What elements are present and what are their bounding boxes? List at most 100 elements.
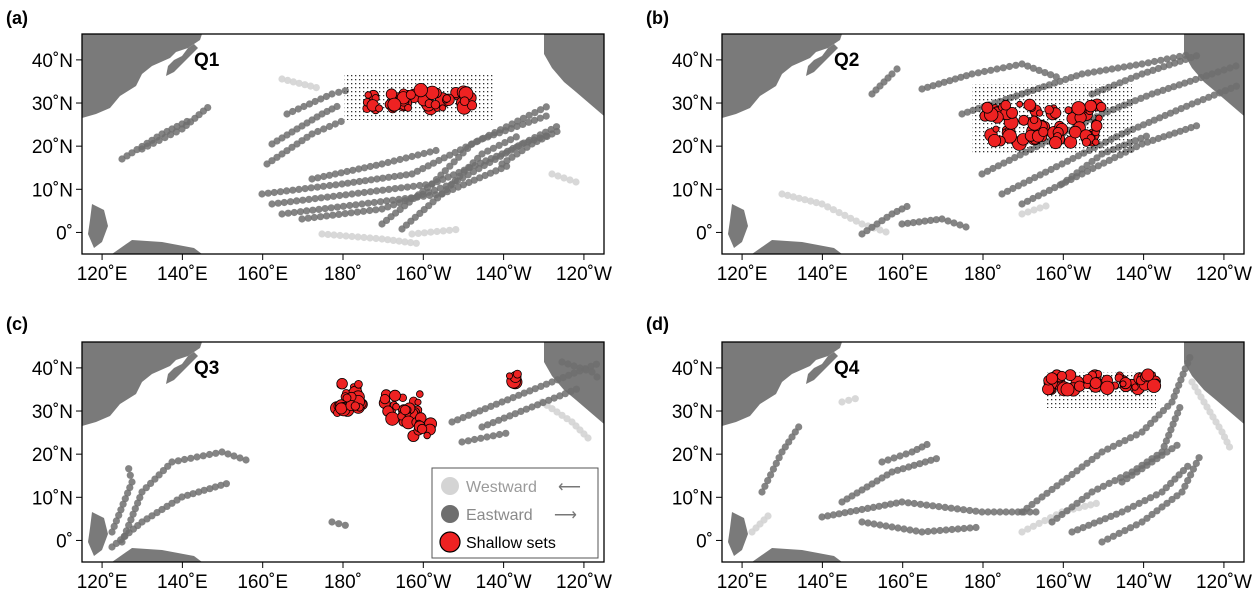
track-point: [378, 205, 386, 213]
x-tick-label: 180˚: [324, 264, 362, 285]
track-point: [1109, 532, 1117, 540]
track-point: [1069, 154, 1077, 163]
track-point: [1081, 502, 1089, 510]
track-point: [486, 158, 494, 167]
track-point: [1208, 70, 1216, 78]
east-arrow-icon: ⟶: [554, 507, 577, 524]
track-point: [1174, 409, 1182, 417]
track-point: [851, 395, 859, 403]
track-point: [1132, 143, 1141, 151]
shallow-sets-swatch: [439, 531, 461, 553]
track-point: [298, 215, 306, 223]
track-point: [144, 142, 152, 150]
track-point: [1144, 59, 1152, 67]
x-tick-label: 140˚E: [797, 572, 848, 593]
track-point: [1014, 182, 1022, 190]
track-point: [360, 233, 368, 242]
track-point: [1127, 434, 1135, 442]
shallow-set-point: [1044, 104, 1054, 115]
track-point: [307, 82, 315, 90]
track-point: [1089, 164, 1097, 173]
shallow-set-point: [1084, 99, 1097, 113]
track-point: [451, 177, 459, 185]
track-point: [1165, 431, 1173, 439]
track-point: [812, 199, 820, 207]
track-point: [528, 403, 536, 411]
track-point: [504, 396, 512, 404]
track-point: [910, 499, 918, 508]
shallow-set-point: [1119, 380, 1127, 388]
track-point: [311, 97, 319, 106]
track-point: [556, 392, 564, 400]
track-point: [537, 106, 545, 114]
track-point: [268, 200, 276, 208]
track-point: [283, 110, 291, 118]
track-point: [496, 152, 505, 160]
track-point: [1078, 495, 1086, 504]
track-point: [1062, 75, 1070, 84]
track-point: [174, 457, 182, 465]
track-point: [983, 167, 992, 175]
new-guinea-land: [752, 240, 842, 254]
track-point: [858, 505, 866, 514]
track-point: [1109, 442, 1117, 450]
track-point: [950, 219, 958, 227]
track-point: [989, 164, 997, 173]
track-point: [951, 75, 959, 83]
track-point: [1132, 61, 1140, 69]
track-point: [478, 150, 486, 158]
track-point: [1142, 92, 1150, 100]
y-tick-label: 20˚N: [32, 445, 73, 466]
track-point: [390, 157, 398, 165]
track-point: [385, 185, 393, 193]
track-point: [492, 167, 500, 175]
track-point: [117, 506, 125, 514]
shallow-set-point: [364, 91, 372, 99]
track-point: [1018, 508, 1026, 516]
track-point: [852, 507, 860, 515]
track-point: [476, 407, 484, 415]
track-point: [1048, 485, 1056, 494]
shallow-set-point: [350, 401, 360, 411]
track-point: [437, 171, 445, 179]
track-point: [1150, 57, 1159, 66]
track-point: [121, 495, 129, 503]
track-point: [308, 130, 316, 138]
track-point: [469, 168, 478, 176]
track-point: [199, 452, 207, 460]
track-point: [280, 198, 288, 207]
shallow-set-point: [981, 101, 994, 114]
shallow-set-point: [1131, 383, 1139, 391]
track-point: [489, 144, 497, 152]
axis-labels: 120˚E 140˚E 160˚E 180˚ 160˚W 140˚W 120˚W 40˚N 30…: [32, 51, 1252, 593]
track-point: [341, 521, 349, 529]
track-point: [882, 522, 890, 530]
track-point: [560, 174, 568, 182]
quarter-label: Q2: [834, 50, 859, 71]
track-point: [1074, 152, 1082, 160]
track-point: [910, 461, 918, 469]
track-point: [343, 167, 351, 176]
track-point: [367, 176, 375, 184]
track-point: [258, 190, 266, 198]
y-tick-label: 40˚N: [32, 51, 73, 72]
track-point: [1088, 455, 1096, 464]
track-point: [962, 223, 970, 231]
track-point: [336, 231, 344, 240]
track-point: [517, 407, 525, 415]
x-tick-label: 140˚W: [476, 264, 532, 285]
track-point: [923, 440, 931, 449]
track-point: [346, 201, 354, 210]
track-point: [1132, 72, 1140, 80]
track-point: [284, 209, 292, 217]
track-point: [1031, 174, 1039, 182]
panel-label: (a): [6, 8, 28, 28]
y-tick-label: 20˚N: [672, 137, 713, 158]
track-point: [1160, 442, 1168, 450]
track-point: [308, 175, 316, 183]
track-point: [1067, 74, 1075, 82]
track-point: [452, 226, 460, 234]
track-point: [875, 502, 883, 510]
track-point: [1104, 535, 1112, 543]
track-point: [1165, 131, 1173, 139]
